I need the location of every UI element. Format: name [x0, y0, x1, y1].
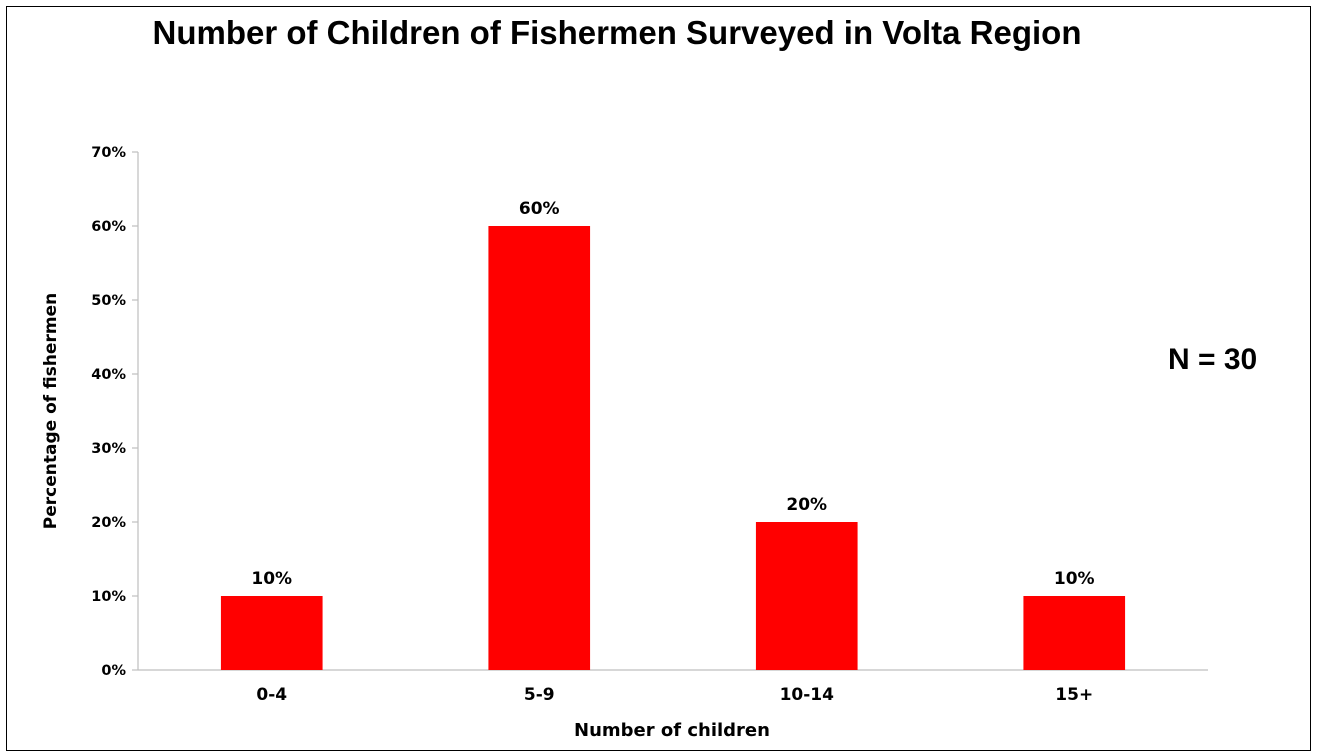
bar-value-label: 20%: [786, 495, 827, 515]
data-labels: 10% 60% 20% 10%: [251, 199, 1094, 589]
x-tick-label: 10-14: [780, 685, 835, 705]
bar: [1023, 596, 1126, 670]
y-tick-label: 50%: [91, 293, 126, 309]
bars: [220, 226, 1126, 670]
y-tick-label: 60%: [91, 219, 126, 235]
y-tick-label: 0%: [101, 663, 126, 679]
bar-value-label: 60%: [519, 199, 560, 219]
x-tick-label: 5-9: [524, 685, 555, 705]
x-axis-title: Number of children: [574, 720, 770, 741]
y-axis-title: Percentage of fishermen: [41, 293, 61, 529]
x-tick-label: 0-4: [256, 685, 287, 705]
x-tick-label: 15+: [1055, 685, 1093, 705]
y-tick-label: 30%: [91, 441, 126, 457]
y-tick-label: 10%: [91, 589, 126, 605]
y-axis: 0% 10% 20% 30% 40% 50% 60% 70%: [91, 145, 139, 679]
y-tick-label: 20%: [91, 515, 126, 531]
y-tick-label: 70%: [91, 145, 126, 161]
bar: [755, 522, 858, 670]
chart-title: Number of Children of Fishermen Surveyed…: [152, 14, 1082, 51]
x-axis: 0-4 5-9 10-14 15+: [138, 669, 1208, 705]
bar-value-label: 10%: [1054, 569, 1095, 589]
sample-size-annotation: N = 30: [1168, 343, 1258, 376]
bar-value-label: 10%: [251, 569, 292, 589]
bar: [220, 596, 323, 670]
bar: [488, 226, 591, 670]
y-tick-label: 40%: [91, 367, 126, 383]
